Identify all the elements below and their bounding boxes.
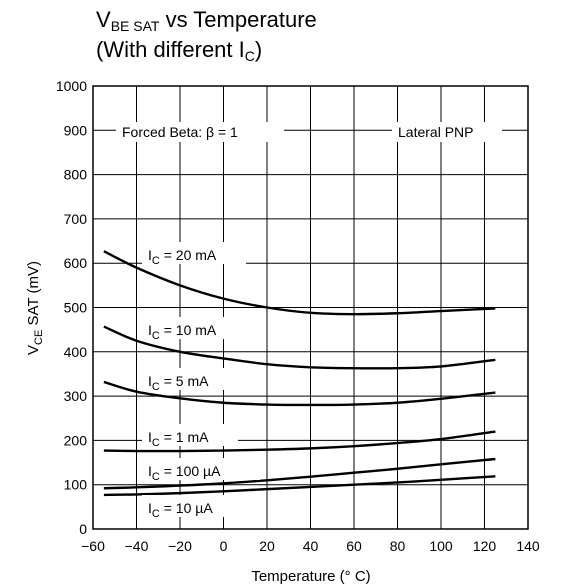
series-label: IC = 10 mA (148, 322, 217, 342)
y-tick-label: 400 (64, 344, 88, 360)
x-tick-label: 60 (346, 538, 362, 554)
series-labels: IC = 20 mA IC = 10 mA IC = 5 mA IC = 1 mA IC… (142, 242, 260, 520)
series-line (103, 380, 496, 407)
series-line (103, 250, 496, 316)
series-line (103, 457, 496, 490)
series-label: IC = 10 µA (148, 500, 213, 520)
series-label-bg (142, 368, 236, 390)
y-tick-label: 700 (64, 211, 88, 227)
y-tick-label: 1000 (56, 78, 87, 94)
series-label-bg (142, 424, 238, 446)
series-line (103, 325, 496, 370)
y-tick-label: 600 (64, 255, 88, 271)
y-tick-label: 200 (64, 432, 88, 448)
x-tick-label: 120 (473, 538, 497, 554)
x-tick-label: 20 (259, 538, 275, 554)
x-tick-label: 140 (516, 538, 540, 554)
y-axis-label: VCE SAT (mV) (25, 261, 45, 355)
y-tick-labels: 0 100 200 300 400 500 600 700 800 900 1000 (56, 78, 87, 537)
series-label-bg (142, 458, 260, 480)
title-line-1: VBE SAT vs Temperature (96, 7, 317, 34)
plot-frame (92, 85, 529, 530)
y-tick-label: 800 (64, 167, 88, 183)
x-tick-label: 40 (303, 538, 319, 554)
x-tick-label: −40 (125, 538, 149, 554)
y-tick-label: 100 (64, 477, 88, 493)
series-label-bg (142, 317, 246, 339)
series-line (103, 475, 496, 497)
x-tick-label: −60 (81, 538, 105, 554)
series-label-bg (142, 495, 250, 517)
y-tick-label: 300 (64, 388, 88, 404)
x-tick-label: 0 (220, 538, 228, 554)
series-line (103, 430, 496, 453)
x-axis-label: Temperature (° C) (251, 568, 370, 585)
x-tick-labels: −60 −40 −20 0 20 40 60 80 100 120 140 (81, 538, 540, 554)
lateral-bg (392, 122, 502, 142)
chart-title: VBE SAT vs Temperature (With different I… (96, 6, 317, 66)
y-tick-label: 0 (79, 521, 87, 537)
series-curves (103, 250, 496, 497)
y-tick-label: 500 (64, 300, 88, 316)
series-label: IC = 20 mA (148, 247, 217, 267)
forced-beta-annotation: Forced Beta: β = 1 (122, 124, 238, 140)
series-label-bg (142, 242, 246, 264)
series-label: IC = 100 µA (148, 463, 221, 483)
forced-beta-bg (116, 122, 284, 142)
x-tick-label: 100 (429, 538, 453, 554)
y-tick-label: 900 (64, 122, 88, 138)
x-tick-label: 80 (390, 538, 406, 554)
series-label: IC = 1 mA (148, 429, 209, 449)
grid-lines (92, 85, 529, 530)
lateral-pnp-annotation: Lateral PNP (398, 124, 473, 140)
x-tick-label: −20 (168, 538, 192, 554)
series-label: IC = 5 mA (148, 373, 209, 393)
title-line-2: (With different IC) (96, 37, 263, 64)
